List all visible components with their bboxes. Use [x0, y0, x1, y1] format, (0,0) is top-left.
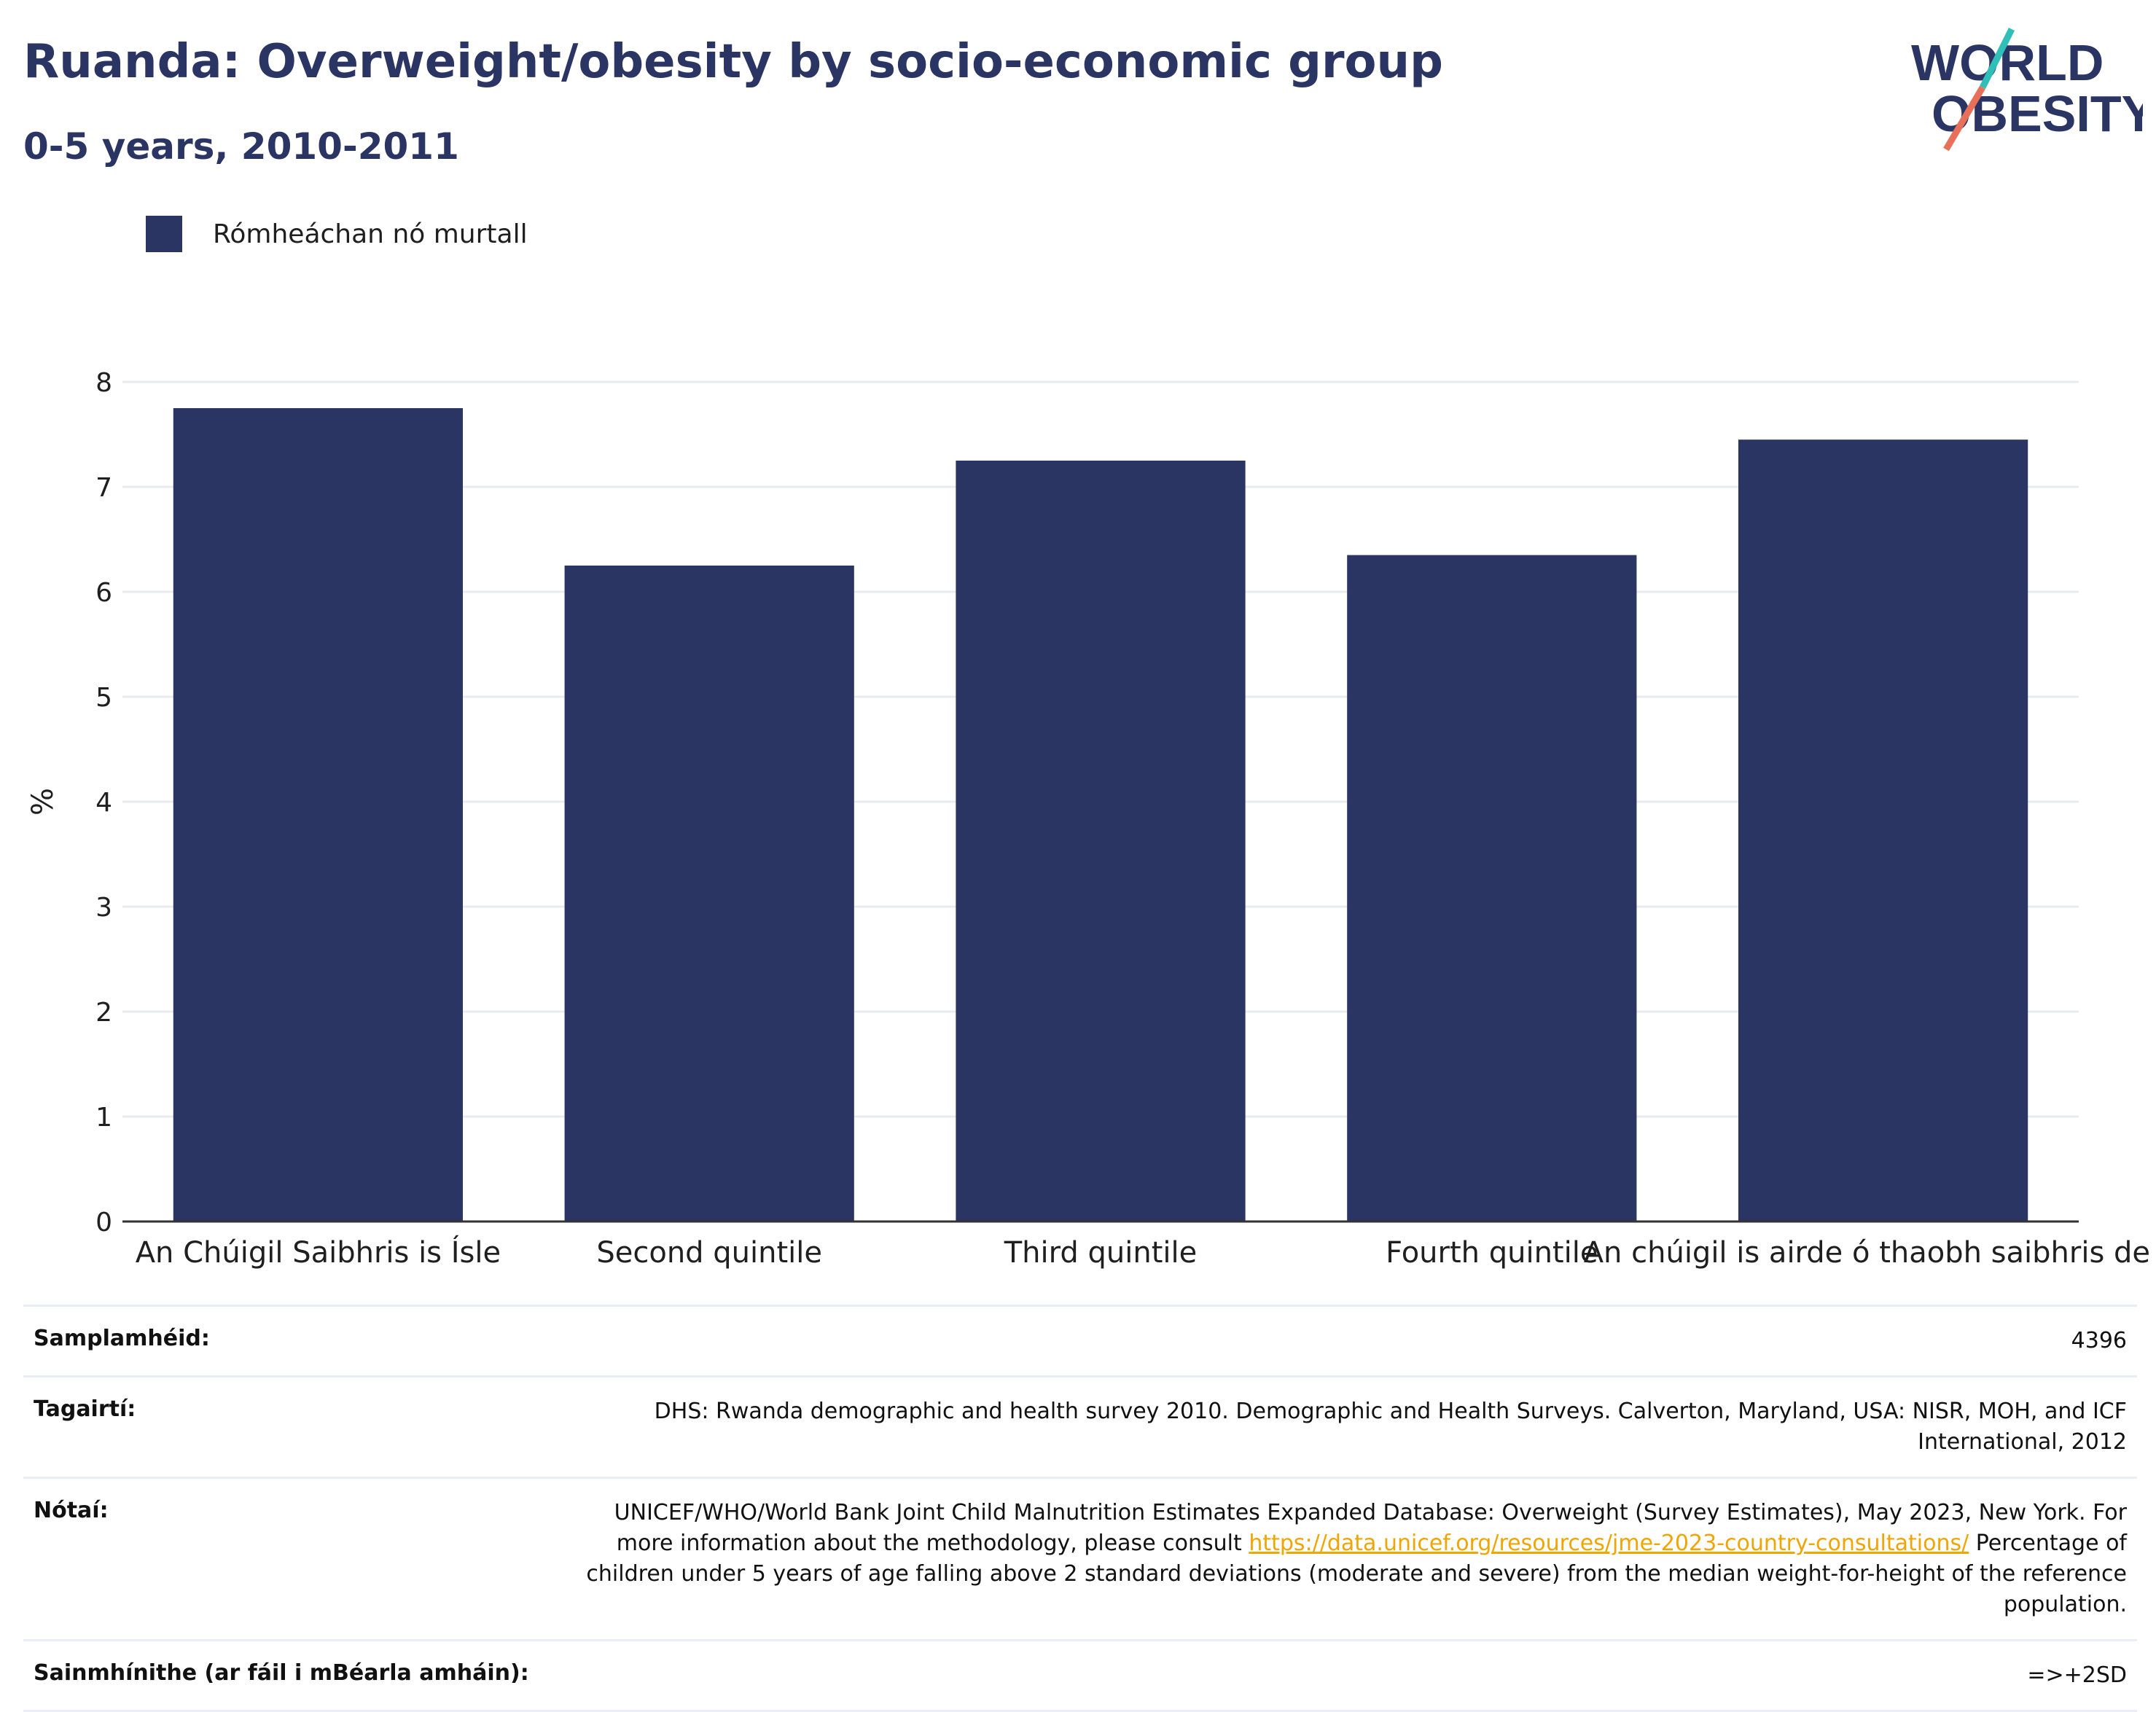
bar[interactable] — [1347, 555, 1637, 1222]
y-tick-label: 4 — [95, 788, 112, 818]
y-tick-label: 2 — [95, 998, 112, 1028]
references-label: Tagairtí: — [34, 1396, 136, 1422]
sample-size-label: Samplamhéid: — [34, 1326, 210, 1351]
x-category-label: Second quintile — [596, 1236, 822, 1270]
notes-value: UNICEF/WHO/World Bank Joint Child Malnut… — [567, 1498, 2127, 1620]
y-tick-label: 1 — [95, 1103, 112, 1133]
y-tick-label: 6 — [95, 578, 112, 608]
definitions-label: Sainmhínithe (ar fáil i mBéarla amháin): — [34, 1660, 529, 1686]
sample-size-value: 4396 — [2071, 1328, 2127, 1353]
x-category-labels: An Chúigil Saibhris is Ísle Second quinti… — [136, 1235, 2150, 1270]
y-axis-label: % — [26, 788, 60, 816]
logo-slash-top — [1979, 27, 2015, 90]
legend-swatch — [146, 216, 182, 252]
bar[interactable] — [1738, 439, 2028, 1222]
y-tick-label: 7 — [95, 473, 112, 503]
bar[interactable] — [564, 566, 854, 1222]
x-category-label: An chúigil is airde ó thaobh saibhris de — [1584, 1236, 2150, 1270]
x-category-label: An Chúigil Saibhris is Ísle — [136, 1235, 501, 1270]
notes-label: Nótaí: — [34, 1498, 109, 1523]
y-tick-label: 5 — [95, 683, 112, 713]
legend-label: Rómheáchan nó murtall — [213, 219, 528, 249]
info-row-sample-size: Samplamhéid: 4396 — [23, 1305, 2137, 1375]
legend[interactable]: Rómheáchan nó murtall — [146, 216, 528, 252]
bar-chart: 0 1 2 3 4 5 6 7 8 An Chúigil Saibhris is Ísle Sec… — [26, 368, 2150, 1270]
definitions-value: =>+2SD — [2027, 1662, 2127, 1688]
info-row-definitions: Sainmhínithe (ar fáil i mBéarla amháin):… — [23, 1639, 2137, 1712]
x-category-label: Fourth quintile — [1386, 1236, 1598, 1270]
info-row-references: Tagairtí: DHS: Rwanda demographic and he… — [23, 1375, 2137, 1477]
y-tick-labels: 0 1 2 3 4 5 6 7 8 — [95, 368, 112, 1238]
chart-title: Ruanda: Overweight/obesity by socio-econ… — [23, 35, 1443, 89]
x-category-label: Third quintile — [1004, 1236, 1197, 1270]
world-obesity-logo: WORLD OBESITY — [1911, 27, 2143, 152]
y-tick-label: 8 — [95, 368, 112, 398]
methodology-link[interactable]: https://data.unicef.org/resources/jme-20… — [1249, 1531, 1969, 1556]
y-tick-label: 3 — [95, 893, 112, 923]
bar[interactable] — [956, 461, 1246, 1222]
notes-text-2: Percentage of children under 5 years of … — [586, 1531, 2127, 1617]
info-row-notes: Nótaí: UNICEF/WHO/World Bank Joint Child… — [23, 1477, 2137, 1639]
bars — [173, 408, 2028, 1222]
logo-slash-bottom — [1943, 85, 1985, 152]
references-value: DHS: Rwanda demographic and health surve… — [654, 1399, 2127, 1455]
notes-text-1: UNICEF/WHO/World Bank Joint Child Malnut… — [614, 1500, 2127, 1556]
y-tick-label: 0 — [95, 1208, 112, 1238]
bar[interactable] — [173, 408, 464, 1222]
chart-subtitle: 0-5 years, 2010-2011 — [23, 125, 459, 168]
info-table: Samplamhéid: 4396 Tagairtí: DHS: Rwanda … — [23, 1305, 2137, 1712]
